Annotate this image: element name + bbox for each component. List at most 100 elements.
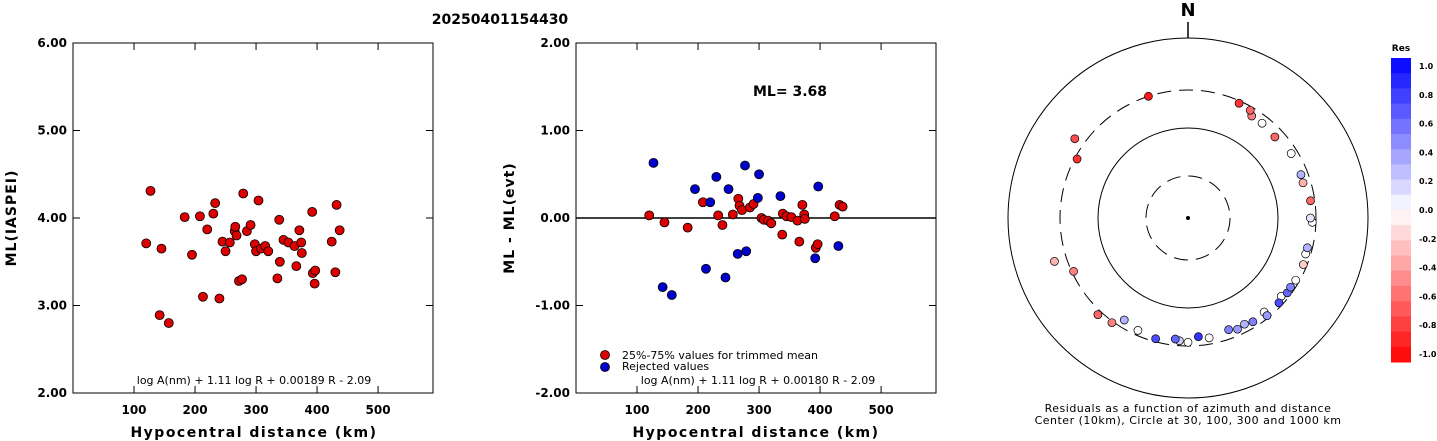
magnitude-point bbox=[230, 221, 241, 232]
residual-point-trimmed bbox=[766, 218, 777, 229]
magnitude-point bbox=[214, 293, 225, 304]
residual-point-rejected bbox=[732, 248, 743, 259]
azimuth-point bbox=[1240, 319, 1249, 329]
azimuth-point bbox=[1291, 275, 1301, 285]
residual-chart-ytick-label: -1.00 bbox=[535, 299, 570, 313]
colorbar-swatch bbox=[1391, 255, 1411, 272]
residual-point-trimmed bbox=[644, 210, 655, 221]
azimuth-point bbox=[1257, 118, 1267, 128]
magnitude-point bbox=[291, 261, 302, 272]
circle-30km bbox=[1145, 175, 1231, 261]
magnitude-chart-ytick-label: 5.00 bbox=[37, 124, 67, 138]
azimuth-point bbox=[1050, 257, 1059, 266]
colorbar-swatch bbox=[1391, 164, 1411, 181]
legend-label-rejected: Rejected values bbox=[622, 360, 709, 373]
colorbar-swatch bbox=[1391, 346, 1411, 363]
residual-chart-xtick-label: 400 bbox=[808, 403, 833, 417]
colorbar-tick-label: -0.8 bbox=[1419, 321, 1437, 330]
colorbar-swatch bbox=[1391, 58, 1411, 74]
colorbar-swatch bbox=[1391, 134, 1411, 150]
residual-point-trimmed bbox=[727, 209, 738, 220]
colorbar-swatch bbox=[1391, 194, 1411, 211]
azimuth-point bbox=[1183, 338, 1193, 347]
residual-chart-ylabel: ML - ML(evt) bbox=[502, 162, 518, 273]
magnitude-point bbox=[224, 237, 235, 248]
residual-point-trimmed bbox=[812, 239, 823, 250]
azimuth-point bbox=[1286, 149, 1296, 158]
azimuth-point bbox=[1296, 170, 1306, 179]
residual-chart-xtick-label: 500 bbox=[869, 403, 894, 417]
magnitude-chart-ylabel: ML(IASPEI) bbox=[4, 170, 20, 267]
residual-point-trimmed bbox=[794, 236, 805, 247]
colorbar-swatch bbox=[1391, 210, 1411, 226]
residual-chart-ytick-label: 1.00 bbox=[540, 124, 570, 138]
circle-1000km bbox=[1007, 37, 1369, 399]
azimuth-point bbox=[1270, 132, 1280, 142]
azimuth-point bbox=[1069, 266, 1078, 276]
residual-point-rejected bbox=[754, 169, 764, 180]
magnitude-chart-ytick-label: 3.00 bbox=[37, 299, 67, 313]
residual-point-rejected bbox=[657, 282, 668, 293]
azimuth-point bbox=[1194, 332, 1203, 342]
azimuth-point bbox=[1133, 326, 1143, 335]
magnitude-point bbox=[296, 248, 307, 258]
colorbar-tick-label: -1.0 bbox=[1419, 350, 1437, 359]
magnitude-chart-xtick-label: 400 bbox=[305, 403, 330, 417]
azimuth-point bbox=[1170, 334, 1180, 344]
colorbar-title: Res bbox=[1392, 44, 1410, 54]
magnitude-chart-ytick-label: 6.00 bbox=[37, 36, 67, 50]
colorbar-swatch bbox=[1391, 286, 1411, 302]
colorbar-swatch bbox=[1391, 179, 1411, 196]
colorbar-tick-label: 1.0 bbox=[1419, 62, 1434, 71]
colorbar-swatch bbox=[1391, 316, 1411, 333]
magnitude-point bbox=[145, 185, 156, 196]
residual-point-rejected bbox=[666, 290, 677, 300]
magnitude-point bbox=[163, 318, 174, 328]
residual-point-rejected bbox=[740, 160, 750, 171]
colorbar-swatch bbox=[1391, 149, 1411, 165]
residual-point-trimmed bbox=[717, 220, 728, 230]
colorbar: Res 1.0 0.8 0.6 0.4 0.2 0.0 -0.2 -0.4 -0.6 -0.8 -1… bbox=[1391, 44, 1437, 363]
magnitude-point bbox=[253, 195, 264, 206]
magnitude-chart-formula: log A(nm) + 1.11 log R + 0.00189 R - 2.0… bbox=[137, 374, 371, 387]
magnitude-chart: 100 200 300 400 500 2.00 3.00 4.00 5.00 6.00 log … bbox=[4, 36, 434, 441]
magnitude-point bbox=[179, 212, 190, 223]
magnitude-point bbox=[296, 237, 307, 248]
colorbar-swatch bbox=[1391, 225, 1411, 241]
azimuth-point bbox=[1204, 333, 1214, 343]
colorbar-tick-label: 0.4 bbox=[1419, 148, 1434, 157]
magnitude-point bbox=[245, 220, 256, 230]
residual-point-trimmed bbox=[659, 217, 670, 228]
magnitude-point bbox=[331, 199, 342, 210]
colorbar-tick-label: -0.6 bbox=[1419, 292, 1437, 301]
legend: 25%-75% values for trimmed mean Rejected… bbox=[600, 349, 818, 373]
colorbar-tick-label: 0.6 bbox=[1419, 120, 1434, 129]
residual-chart-ytick-label: 0.00 bbox=[540, 211, 570, 225]
azimuth-point bbox=[1151, 334, 1161, 344]
azimuth-point bbox=[1274, 298, 1284, 308]
magnitude-chart-xtick-label: 300 bbox=[244, 403, 269, 417]
residual-chart: 100 200 300 400 500 -2.00 -1.00 0.00 1.00 2.00 ML… bbox=[502, 36, 937, 441]
colorbar-swatch bbox=[1391, 88, 1411, 105]
azimuth-point bbox=[1303, 243, 1312, 253]
residual-point-rejected bbox=[711, 171, 722, 182]
magnitude-point bbox=[198, 291, 208, 302]
residual-point-rejected bbox=[752, 192, 763, 203]
magnitude-point bbox=[238, 188, 249, 199]
azimuth-point bbox=[1245, 105, 1255, 115]
colorbar-swatch bbox=[1391, 103, 1411, 120]
colorbar-tick-label: -0.2 bbox=[1419, 235, 1437, 244]
magnitude-point bbox=[208, 208, 219, 219]
colorbar-swatch bbox=[1391, 301, 1411, 317]
magnitude-point bbox=[210, 198, 221, 209]
center-point bbox=[1186, 216, 1190, 220]
residual-chart-ytick-label: 2.00 bbox=[540, 36, 570, 50]
magnitude-chart-xtick-label: 200 bbox=[183, 403, 208, 417]
azimuth-point bbox=[1119, 315, 1129, 325]
azimuth-point bbox=[1298, 178, 1308, 188]
residual-point-rejected bbox=[720, 272, 731, 283]
azimuth-plot: N Residuals as a function of azimuth and… bbox=[1007, 0, 1369, 427]
colorbar-swatch bbox=[1391, 331, 1411, 348]
magnitude-chart-xtick-label: 100 bbox=[121, 403, 146, 417]
